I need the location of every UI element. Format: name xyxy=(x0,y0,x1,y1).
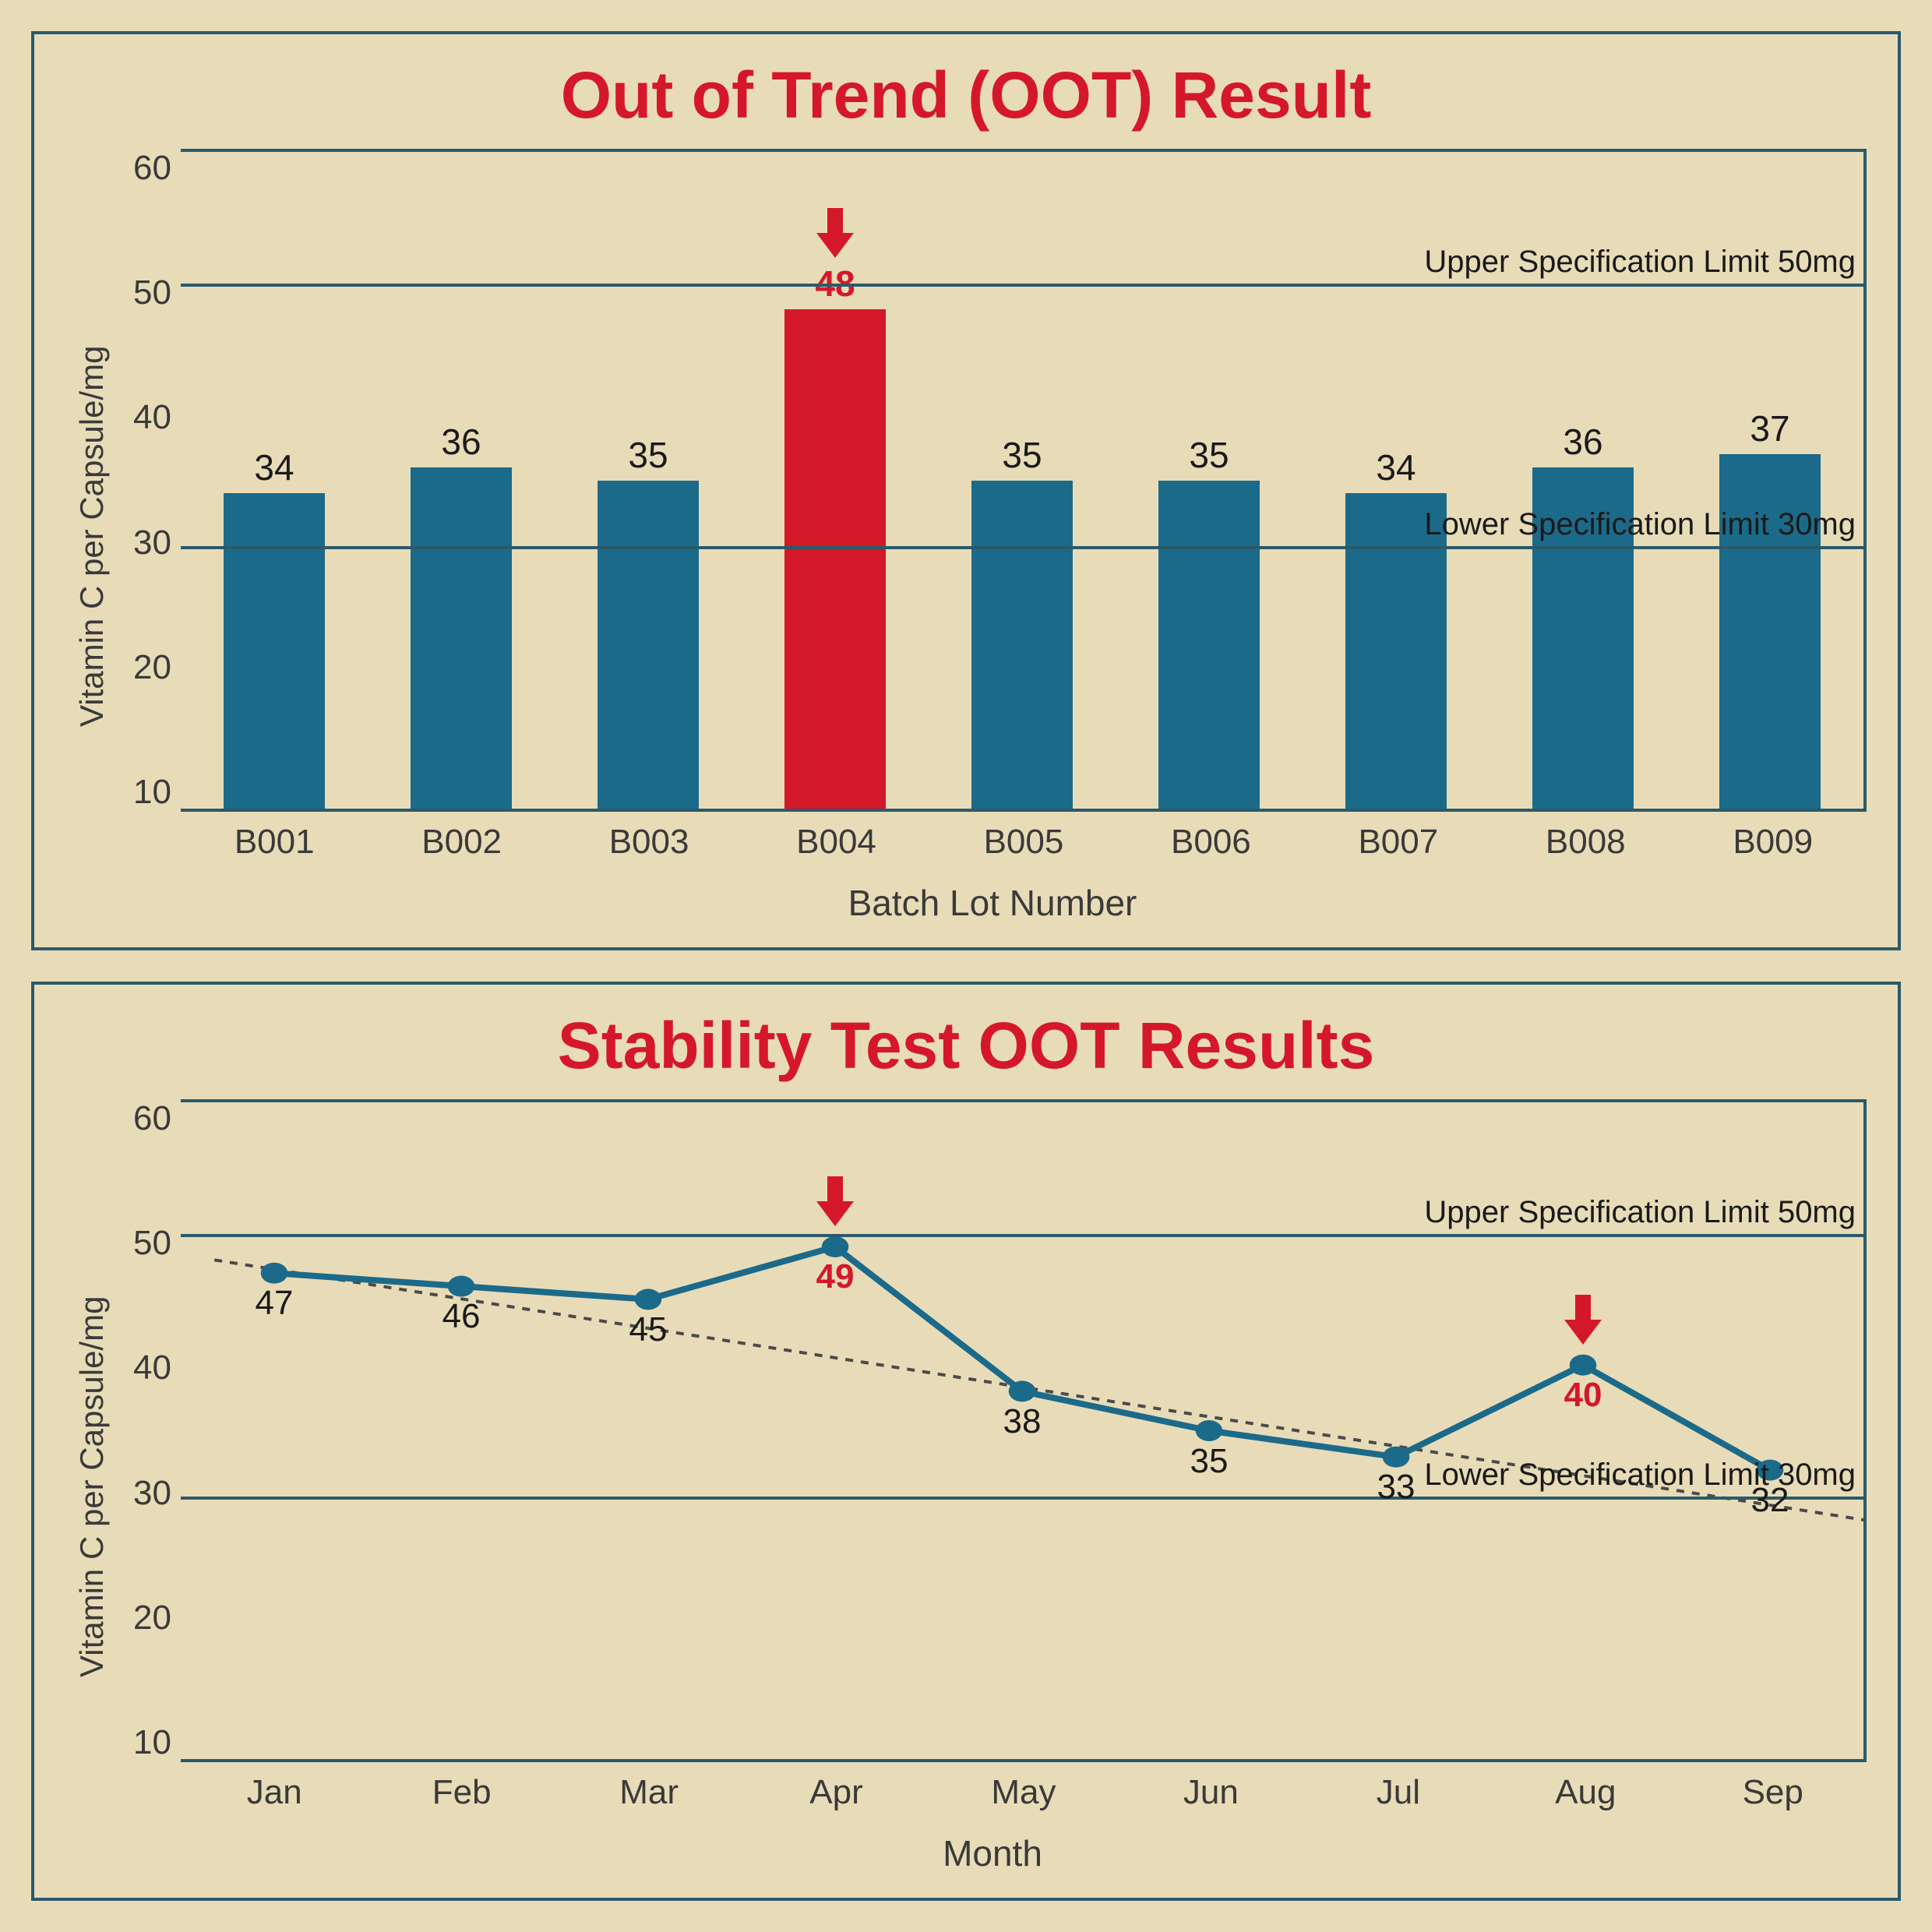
x-tick: B002 xyxy=(368,823,555,862)
data-marker xyxy=(822,1236,849,1257)
point-value-label: 46 xyxy=(442,1297,481,1336)
chart2-title: Stability Test OOT Results xyxy=(65,1008,1867,1084)
bar-slot: 35 xyxy=(929,152,1116,809)
bar: 48 xyxy=(784,309,886,809)
bar-slot: 36 xyxy=(368,152,555,809)
data-marker xyxy=(261,1263,288,1284)
bar-value-label: 35 xyxy=(1158,434,1260,476)
chart1-plot-row: 60 50 40 30 20 10 34 36 35 48 35 35 34 36 37 Upper Sp… xyxy=(118,149,1867,812)
oot-arrow-icon xyxy=(1564,1295,1602,1341)
x-tick: B009 xyxy=(1680,823,1867,862)
y-tick: 40 xyxy=(118,1349,171,1387)
bar-value-label: 36 xyxy=(1532,421,1634,463)
data-marker xyxy=(635,1289,662,1310)
spec-limit-label: Lower Specification Limit 30mg xyxy=(1424,1458,1856,1493)
point-value-label: 35 xyxy=(1190,1442,1229,1481)
chart2-yticks: 60 50 40 30 20 10 xyxy=(118,1099,181,1762)
y-tick: 60 xyxy=(118,149,171,188)
x-tick: B003 xyxy=(555,823,742,862)
y-tick: 30 xyxy=(118,524,171,562)
chart1-title: Out of Trend (OOT) Result xyxy=(65,58,1867,133)
x-tick: Sep xyxy=(1680,1773,1867,1812)
chart1-plot: 34 36 35 48 35 35 34 36 37 Upper Specification L… xyxy=(181,149,1867,812)
x-tick: B006 xyxy=(1117,823,1304,862)
spec-limit-line xyxy=(181,1497,1863,1500)
bar-slot: 48 xyxy=(742,152,929,809)
x-tick: Aug xyxy=(1492,1773,1679,1812)
bar-value-label: 34 xyxy=(224,446,325,488)
chart1-area: Vitamin C per Capsule/mg 60 50 40 30 20 10 34… xyxy=(65,149,1867,924)
chart2-plot-wrap: 60 50 40 30 20 10 Upper Specification Limit 5… xyxy=(118,1099,1867,1874)
chart2-plot-row: 60 50 40 30 20 10 Upper Specification Limit 5… xyxy=(118,1099,1867,1762)
bar: 35 xyxy=(971,481,1073,809)
x-tick: Feb xyxy=(368,1773,555,1812)
y-tick: 20 xyxy=(118,648,171,687)
y-tick: 20 xyxy=(118,1599,171,1638)
data-marker xyxy=(1383,1447,1410,1468)
x-tick: May xyxy=(930,1773,1117,1812)
bar: 35 xyxy=(598,481,699,809)
bar: 34 xyxy=(224,493,325,809)
point-value-label: 33 xyxy=(1377,1468,1416,1507)
x-tick: B007 xyxy=(1305,823,1492,862)
data-marker xyxy=(1009,1380,1036,1401)
chart1-plot-wrap: 60 50 40 30 20 10 34 36 35 48 35 35 34 36 37 Upper Sp… xyxy=(118,149,1867,924)
x-tick: Jul xyxy=(1305,1773,1492,1812)
chart2-xticks: JanFebMarAprMayJunJulAugSep xyxy=(181,1762,1867,1812)
bar-slot: 35 xyxy=(1116,152,1303,809)
point-value-label: 40 xyxy=(1564,1376,1602,1415)
y-tick: 40 xyxy=(118,398,171,437)
data-marker xyxy=(448,1276,475,1297)
chart2-ylabel: Vitamin C per Capsule/mg xyxy=(65,1099,118,1874)
x-tick: Apr xyxy=(742,1773,929,1812)
bar-value-label: 35 xyxy=(598,434,699,476)
bar-value-label: 35 xyxy=(971,434,1073,476)
point-value-label: 32 xyxy=(1751,1481,1789,1520)
data-marker xyxy=(1570,1355,1597,1376)
bar: 35 xyxy=(1158,481,1260,809)
oot-arrow-icon xyxy=(816,208,854,255)
x-tick: Jun xyxy=(1117,1773,1304,1812)
y-tick: 60 xyxy=(118,1099,171,1138)
line-chart-panel: Stability Test OOT Results Vitamin C per… xyxy=(31,982,1901,1901)
y-tick: 50 xyxy=(118,273,171,312)
y-tick: 10 xyxy=(118,1723,171,1762)
x-tick: B001 xyxy=(181,823,368,862)
bar-value-label: 37 xyxy=(1719,407,1821,450)
bar-slot: 35 xyxy=(555,152,742,809)
x-tick: Mar xyxy=(555,1773,742,1812)
chart2-xlabel: Month xyxy=(118,1812,1867,1874)
spec-limit-line xyxy=(181,284,1863,287)
bar-chart-panel: Out of Trend (OOT) Result Vitamin C per … xyxy=(31,31,1901,950)
y-tick: 10 xyxy=(118,773,171,812)
spec-limit-line xyxy=(181,546,1863,549)
point-value-label: 49 xyxy=(816,1257,855,1296)
oot-arrow-icon xyxy=(816,1176,854,1223)
chart1-xticks: B001B002B003B004B005B006B007B008B009 xyxy=(181,812,1867,862)
x-tick: B004 xyxy=(742,823,929,862)
chart1-yticks: 60 50 40 30 20 10 xyxy=(118,149,181,812)
point-value-label: 47 xyxy=(256,1284,294,1323)
chart2-area: Vitamin C per Capsule/mg 60 50 40 30 20 10 Up… xyxy=(65,1099,1867,1874)
bar-value-label: 34 xyxy=(1345,446,1447,488)
spec-limit-line xyxy=(181,1234,1863,1237)
y-tick: 30 xyxy=(118,1474,171,1513)
bar-slot: 34 xyxy=(181,152,368,809)
data-marker xyxy=(1196,1420,1223,1441)
y-tick: 50 xyxy=(118,1224,171,1263)
chart1-xlabel: Batch Lot Number xyxy=(118,862,1867,924)
chart1-ylabel: Vitamin C per Capsule/mg xyxy=(65,149,118,924)
x-tick: Jan xyxy=(181,1773,368,1812)
spec-limit-label: Lower Specification Limit 30mg xyxy=(1424,507,1856,542)
x-tick: B008 xyxy=(1492,823,1679,862)
x-tick: B005 xyxy=(930,823,1117,862)
point-value-label: 45 xyxy=(629,1310,668,1349)
spec-limit-label: Upper Specification Limit 50mg xyxy=(1424,245,1856,280)
point-value-label: 38 xyxy=(1003,1402,1042,1441)
bar-value-label: 36 xyxy=(411,421,512,463)
chart2-plot: Upper Specification Limit 50mg Lower Spec… xyxy=(181,1099,1867,1762)
bar: 36 xyxy=(411,467,512,809)
spec-limit-label: Upper Specification Limit 50mg xyxy=(1424,1195,1856,1230)
